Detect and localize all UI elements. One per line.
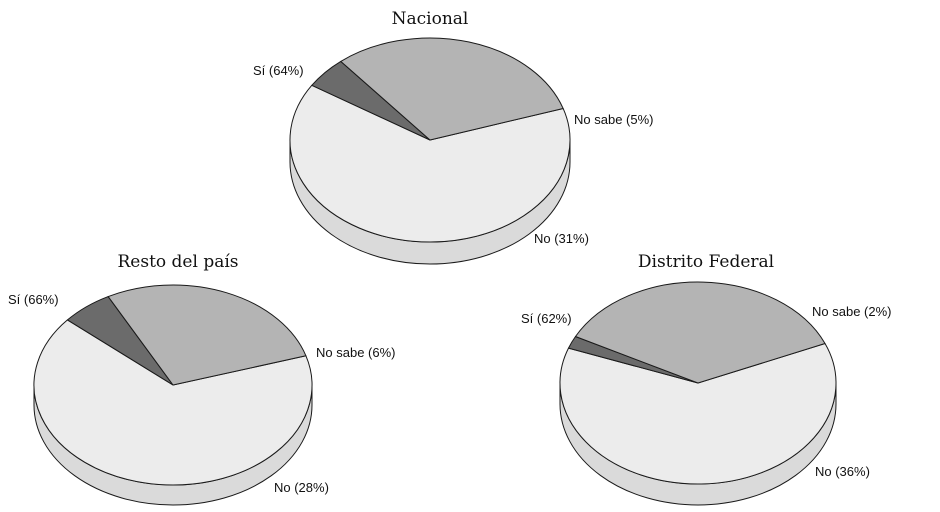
slice-label-no-sabe: No sabe (6%) [316,345,395,360]
pie-resto-del-pais: Resto del país Sí (66%) No sabe (6%) No … [8,252,395,506]
pie-nacional: Nacional Sí (64%) No sabe (5%) No (31%) [253,9,653,265]
pie-slice-si [33,319,313,486]
pie-slice-no [574,281,826,384]
slice-label-no: No (31%) [534,231,589,246]
pie-slice-si [289,84,571,243]
chart-title-distrito-federal: Distrito Federal [638,252,774,272]
slice-label-no: No (36%) [815,464,870,479]
pie-distrito-federal: Distrito Federal Sí (62%) No sabe (2%) N… [521,252,891,506]
chart-title-nacional: Nacional [392,9,469,29]
pie-slice-si [559,343,837,485]
slice-label-no-sabe: No sabe (2%) [812,304,891,319]
slice-label-no-sabe: No sabe (5%) [574,112,653,127]
slice-label-no: No (28%) [274,480,329,495]
slice-label-si: Sí (62%) [521,311,572,326]
pie-slice-no [107,284,307,386]
slice-label-si: Sí (66%) [8,292,59,307]
pie-slice-no [340,37,564,141]
chart-title-resto-del-pais: Resto del país [117,252,238,272]
slice-label-si: Sí (64%) [253,63,304,78]
